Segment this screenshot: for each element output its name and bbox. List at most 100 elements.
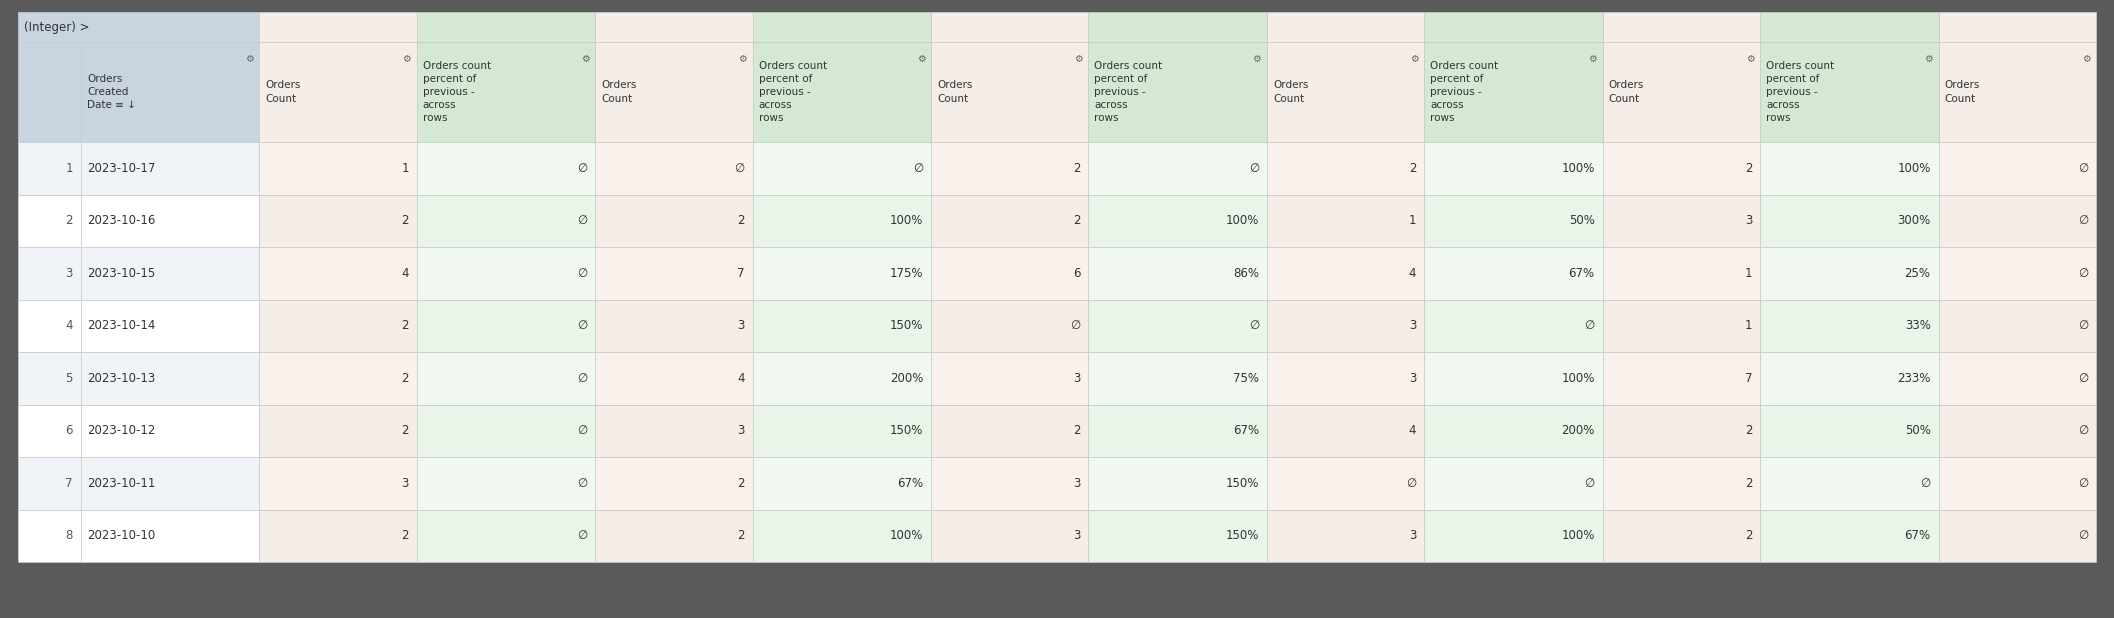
Text: 3: 3: [66, 267, 74, 280]
Text: 33%: 33%: [1905, 320, 1930, 332]
Bar: [1425, 300, 1602, 352]
Bar: [260, 247, 416, 300]
Text: 175%: 175%: [890, 267, 924, 280]
Bar: [260, 142, 416, 195]
Text: 4: 4: [1408, 267, 1416, 280]
Text: 5: 5: [66, 372, 74, 385]
Bar: [753, 42, 930, 142]
Bar: [260, 509, 416, 562]
Bar: [930, 405, 1089, 457]
Text: 86%: 86%: [1232, 267, 1260, 280]
Bar: [80, 405, 260, 457]
Text: 2023-10-14: 2023-10-14: [87, 320, 154, 332]
Text: 75%: 75%: [1232, 372, 1260, 385]
Text: ∅: ∅: [1249, 320, 1260, 332]
Text: 2: 2: [1744, 529, 1753, 542]
Text: 2: 2: [402, 424, 408, 438]
Bar: [1089, 142, 1266, 195]
Text: 2: 2: [1744, 162, 1753, 175]
Bar: [416, 142, 596, 195]
Bar: [1939, 195, 2095, 247]
Text: ∅: ∅: [734, 162, 744, 175]
Bar: [19, 509, 80, 562]
Bar: [1089, 352, 1266, 405]
Bar: [1939, 247, 2095, 300]
Bar: [753, 300, 930, 352]
Bar: [1266, 509, 1425, 562]
Text: Orders count
percent of
previous -
across
rows: Orders count percent of previous - acros…: [759, 61, 827, 124]
Text: Orders
Count: Orders Count: [1945, 80, 1981, 104]
Bar: [1602, 457, 1761, 509]
Text: ⚙: ⚙: [245, 54, 254, 64]
Bar: [1939, 300, 2095, 352]
Bar: [1761, 247, 1939, 300]
Text: 7: 7: [66, 476, 74, 489]
Text: 3: 3: [1408, 529, 1416, 542]
Text: 2: 2: [402, 320, 408, 332]
Bar: [753, 405, 930, 457]
Bar: [1761, 457, 1939, 509]
Text: 150%: 150%: [890, 424, 924, 438]
Bar: [1266, 42, 1425, 142]
Bar: [260, 195, 416, 247]
Bar: [930, 195, 1089, 247]
Text: 3: 3: [1744, 214, 1753, 227]
Text: ∅: ∅: [1920, 476, 1930, 489]
Bar: [1761, 42, 1939, 142]
Text: 2023-10-16: 2023-10-16: [87, 214, 154, 227]
Bar: [260, 300, 416, 352]
Text: 2023-10-17: 2023-10-17: [87, 162, 154, 175]
Text: 2: 2: [738, 214, 744, 227]
Bar: [596, 457, 753, 509]
Bar: [1602, 42, 1761, 142]
Bar: [80, 247, 260, 300]
Bar: [1602, 405, 1761, 457]
Text: Orders
Count: Orders Count: [1609, 80, 1645, 104]
Bar: [1939, 457, 2095, 509]
Text: Orders count
percent of
previous -
across
rows: Orders count percent of previous - acros…: [1431, 61, 1499, 124]
Text: 100%: 100%: [1226, 214, 1260, 227]
Text: 3: 3: [738, 320, 744, 332]
Bar: [1939, 352, 2095, 405]
Text: 50%: 50%: [1905, 424, 1930, 438]
Text: ∅: ∅: [2078, 372, 2089, 385]
Text: 3: 3: [1074, 476, 1080, 489]
Text: 4: 4: [1408, 424, 1416, 438]
Bar: [260, 457, 416, 509]
Bar: [1266, 12, 1425, 42]
Bar: [416, 195, 596, 247]
Text: 2: 2: [738, 529, 744, 542]
Text: 67%: 67%: [1905, 529, 1930, 542]
Text: ∅: ∅: [577, 162, 588, 175]
Bar: [930, 247, 1089, 300]
Text: 3: 3: [738, 424, 744, 438]
Text: 8: 8: [66, 529, 74, 542]
Text: ⚙: ⚙: [581, 54, 590, 64]
Bar: [80, 509, 260, 562]
Bar: [260, 12, 416, 42]
Text: ∅: ∅: [2078, 529, 2089, 542]
Text: ∅: ∅: [2078, 424, 2089, 438]
Text: ∅: ∅: [1586, 476, 1594, 489]
Bar: [596, 42, 753, 142]
Bar: [416, 457, 596, 509]
Bar: [19, 42, 80, 142]
Text: 2: 2: [66, 214, 74, 227]
Bar: [1939, 509, 2095, 562]
Text: 7: 7: [1744, 372, 1753, 385]
Bar: [19, 352, 80, 405]
Bar: [1089, 195, 1266, 247]
Bar: [1602, 352, 1761, 405]
Text: ∅: ∅: [1249, 162, 1260, 175]
Text: 6: 6: [66, 424, 74, 438]
Text: 6: 6: [1074, 267, 1080, 280]
Text: Orders count
percent of
previous -
across
rows: Orders count percent of previous - acros…: [1095, 61, 1163, 124]
Text: Orders
Created
Date ≡ ↓: Orders Created Date ≡ ↓: [87, 74, 135, 110]
Text: ⚙: ⚙: [738, 54, 746, 64]
Text: 4: 4: [402, 267, 408, 280]
Bar: [1602, 12, 1761, 42]
Bar: [1089, 12, 1266, 42]
Bar: [1761, 352, 1939, 405]
Bar: [1425, 12, 1602, 42]
Bar: [416, 12, 596, 42]
